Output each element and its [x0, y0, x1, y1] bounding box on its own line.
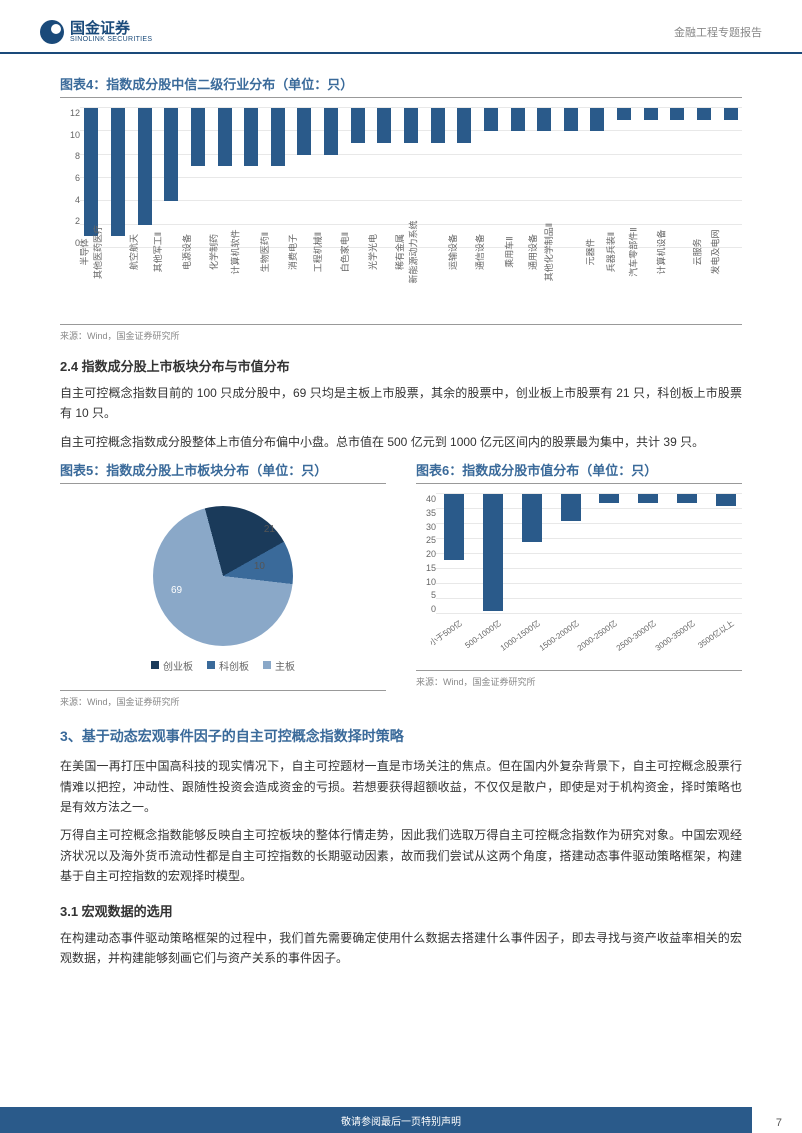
bar-label-23: 云服务: [691, 238, 704, 265]
bar-label-20: 兵器兵装Ⅱ: [604, 232, 617, 272]
bar-label-16: 乘用车Ⅱ: [502, 236, 515, 267]
bar-6: [244, 108, 258, 166]
legend-item: 创业板: [151, 658, 193, 673]
chart6-title: 图表6：指数成分股市值分布（单位：只）: [416, 460, 742, 479]
bar-label-2: 航空航天: [127, 234, 140, 270]
logo-text-cn: 国金证券: [70, 21, 152, 36]
bar6-0: [444, 494, 464, 560]
bar6-5: [638, 494, 658, 503]
bar-0: [84, 108, 98, 236]
bar-label-11: 光学光电: [366, 234, 379, 270]
bar6-6: [677, 494, 697, 503]
bar-12: [404, 108, 418, 143]
bar-label-9: 工程机械Ⅱ: [311, 232, 324, 272]
bar-24: [724, 108, 738, 120]
bar6-7: [716, 494, 736, 506]
bar-10: [351, 108, 365, 143]
bar-21: [644, 108, 658, 120]
bar-16: [511, 108, 525, 131]
bar-3: [164, 108, 178, 201]
bar-label-3: 其他军工Ⅱ: [151, 232, 164, 272]
section-2-4-heading: 2.4 指数成分股上市板块分布与市值分布: [60, 356, 742, 375]
chart4-bars: 121086420 半导体其他医药医疗航空航天其他军工Ⅱ电源设备化学制药计算机软…: [60, 108, 742, 318]
legend-item: 科创板: [207, 658, 249, 673]
document-type: 金融工程专题报告: [674, 24, 762, 40]
bar-20: [617, 108, 631, 120]
footer-disclaimer: 敬请参阅最后一页特别声明: [0, 1107, 802, 1133]
bar-19: [590, 108, 604, 131]
page-header: 国金证券 SINOLINK SECURITIES 金融工程专题报告: [0, 0, 802, 54]
bar-label-24: 发电及电网: [708, 229, 721, 274]
legend-item: 主板: [263, 658, 295, 673]
page-number: 7: [776, 1117, 782, 1129]
bar-label-4: 电源设备: [180, 234, 193, 270]
bar-15: [484, 108, 498, 131]
bar-4: [191, 108, 205, 166]
bar-label-21: 汽车零部件Ⅱ: [626, 227, 639, 276]
bar-label-0: 半导体: [78, 238, 91, 265]
section-3-1-heading: 3.1 宏观数据的选用: [60, 901, 742, 920]
bar-11: [377, 108, 391, 143]
bar-label-13: 新能源动力系统: [406, 220, 419, 283]
bar-5: [218, 108, 232, 166]
pie-label-21: 21: [264, 524, 275, 535]
bar-1: [111, 108, 125, 236]
chart5-legend: 创业板科创板主板: [151, 658, 295, 673]
bar-23: [697, 108, 711, 120]
bar-8: [297, 108, 311, 155]
section-3-p3: 在构建动态事件驱动策略框架的过程中，我们首先需要确定使用什么数据去搭建什么事件因…: [60, 928, 742, 969]
bar-7: [271, 108, 285, 166]
bar-17: [537, 108, 551, 131]
pie-label-10: 10: [254, 561, 265, 572]
bar-label-1: 其他医药医疗: [91, 225, 104, 279]
chart4-source: 来源：Wind，国金证券研究所: [60, 324, 742, 342]
bar-label-22: 计算机设备: [655, 229, 668, 274]
bar6-4: [599, 494, 619, 503]
logo-text-en: SINOLINK SECURITIES: [70, 36, 152, 43]
section-3-p1: 在美国一再打压中国高科技的现实情况下，自主可控题材一直是市场关注的焦点。但在国内…: [60, 756, 742, 817]
section-3-heading: 3、基于动态宏观事件因子的自主可控概念指数择时策略: [60, 726, 742, 746]
bar-18: [564, 108, 578, 131]
chart6-source: 来源：Wind，国金证券研究所: [416, 670, 742, 688]
bar-label-6: 计算机软件: [229, 229, 242, 274]
bar-label-10: 白色家电Ⅱ: [338, 232, 351, 272]
bar-label-12: 稀有金属: [393, 234, 406, 270]
bar-14: [457, 108, 471, 143]
section-2-4-p2: 自主可控概念指数成分股整体上市值分布偏中小盘。总市值在 500 亿元到 1000…: [60, 432, 742, 452]
chart4-block: 图表4：指数成分股中信二级行业分布（单位：只） 121086420 半导体其他医…: [60, 74, 742, 342]
chart5-source: 来源：Wind，国金证券研究所: [60, 690, 386, 708]
bar6-3: [561, 494, 581, 521]
chart5-title: 图表5：指数成分股上市板块分布（单位：只）: [60, 460, 386, 479]
bar6-2: [522, 494, 542, 542]
bar-label-8: 消费电子: [286, 234, 299, 270]
pie-label-69: 69: [171, 585, 182, 596]
bar-22: [670, 108, 684, 120]
chart4-title: 图表4：指数成分股中信二级行业分布（单位：只）: [60, 74, 742, 93]
bar-label-18: 其他化学制品Ⅱ: [542, 223, 555, 281]
bar-2: [138, 108, 152, 225]
bar-label-17: 通用设备: [526, 234, 539, 270]
bar-label-19: 元器件: [584, 238, 597, 265]
bar-9: [324, 108, 338, 155]
bar-label-7: 生物医药Ⅱ: [258, 232, 271, 272]
chart5-pie: 21 10 69 创业板科创板主板: [60, 494, 386, 684]
section-2-4-p1: 自主可控概念指数目前的 100 只成分股中，69 只均是主板上市股票，其余的股票…: [60, 383, 742, 424]
bar-label-14: 运输设备: [446, 234, 459, 270]
section-3-p2: 万得自主可控概念指数能够反映自主可控板块的整体行情走势，因此我们选取万得自主可控…: [60, 825, 742, 886]
bar-13: [431, 108, 445, 143]
bar-label-5: 化学制药: [207, 234, 220, 270]
bar6-1: [483, 494, 503, 611]
logo: 国金证券 SINOLINK SECURITIES: [40, 20, 152, 44]
chart6-bars: 4035302520151050 小于500亿500-1000亿1000-150…: [416, 494, 742, 664]
logo-icon: [40, 20, 64, 44]
bar-label-15: 通信设备: [473, 234, 486, 270]
